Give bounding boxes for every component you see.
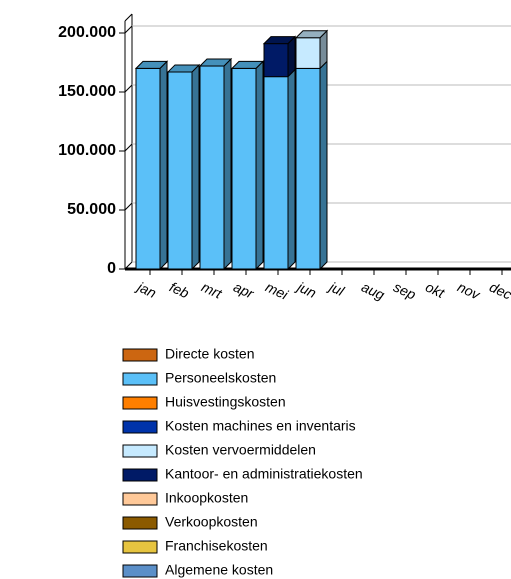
legend-label: Directe kosten (165, 346, 254, 362)
x-tick-label: okt (423, 279, 448, 302)
y-tick-label: 100.000 (58, 142, 116, 159)
x-tick-label: nov (455, 279, 483, 303)
legend-label: Kantoor- en administratiekosten (165, 466, 363, 482)
bar-side (159, 60, 168, 271)
y-tick-label: 150.000 (58, 83, 116, 100)
x-tick-label: jun (293, 278, 319, 301)
x-tick-label: mrt (199, 279, 225, 303)
x-tick-label: jan (133, 278, 159, 301)
legend-swatch (122, 396, 158, 410)
y-tick-label: 0 (107, 260, 116, 277)
bar-top (230, 60, 265, 69)
y-tick-label: 200.000 (58, 24, 116, 41)
bar-side (255, 60, 264, 271)
legend-swatch (122, 564, 158, 578)
legend-swatch (122, 372, 158, 386)
x-tick-label: mei (263, 279, 291, 303)
tick-depth (124, 202, 133, 211)
legend-swatch (122, 420, 158, 434)
x-tick-label: sep (391, 279, 418, 303)
bar-top (294, 30, 329, 39)
bar-top (166, 64, 201, 73)
y-tick-label: 50.000 (67, 201, 116, 218)
bar (295, 37, 321, 69)
x-tick-label: aug (359, 279, 387, 303)
bar-top (198, 58, 233, 67)
legend-label: Algemene kosten (165, 562, 273, 578)
legend-label: Verkoopkosten (165, 514, 258, 530)
legend-swatch (122, 348, 158, 362)
bar (263, 43, 289, 78)
legend-swatch (122, 492, 158, 506)
legend-swatch (122, 540, 158, 554)
bar-side (191, 63, 200, 271)
x-tick-label: feb (167, 279, 192, 302)
legend-label: Huisvestingskosten (165, 394, 286, 410)
bar (135, 67, 161, 270)
legend-label: Franchisekosten (165, 538, 268, 554)
bar (231, 67, 257, 270)
tick-depth (124, 25, 133, 34)
x-tick-label: jul (325, 278, 347, 300)
x-tick-label: dec (487, 279, 511, 303)
legend-label: Inkoopkosten (165, 490, 248, 506)
bar (167, 71, 193, 270)
bar-side (287, 68, 296, 271)
legend-swatch (122, 444, 158, 458)
legend-label: Personeelskosten (165, 370, 276, 386)
legend-swatch (122, 468, 158, 482)
bar-top (134, 60, 169, 69)
axis-depth (124, 13, 133, 22)
bar-top (262, 36, 297, 45)
bar-side (319, 60, 328, 271)
tick-depth (124, 84, 133, 93)
bar (295, 67, 321, 270)
bar (199, 65, 225, 270)
bar (263, 76, 289, 270)
x-tick-label: apr (231, 279, 257, 303)
legend-label: Kosten vervoermiddelen (165, 442, 316, 458)
legend-swatch (122, 516, 158, 530)
legend-label: Kosten machines en inventaris (165, 418, 356, 434)
bar-side (223, 57, 232, 271)
tick-depth (124, 143, 133, 152)
